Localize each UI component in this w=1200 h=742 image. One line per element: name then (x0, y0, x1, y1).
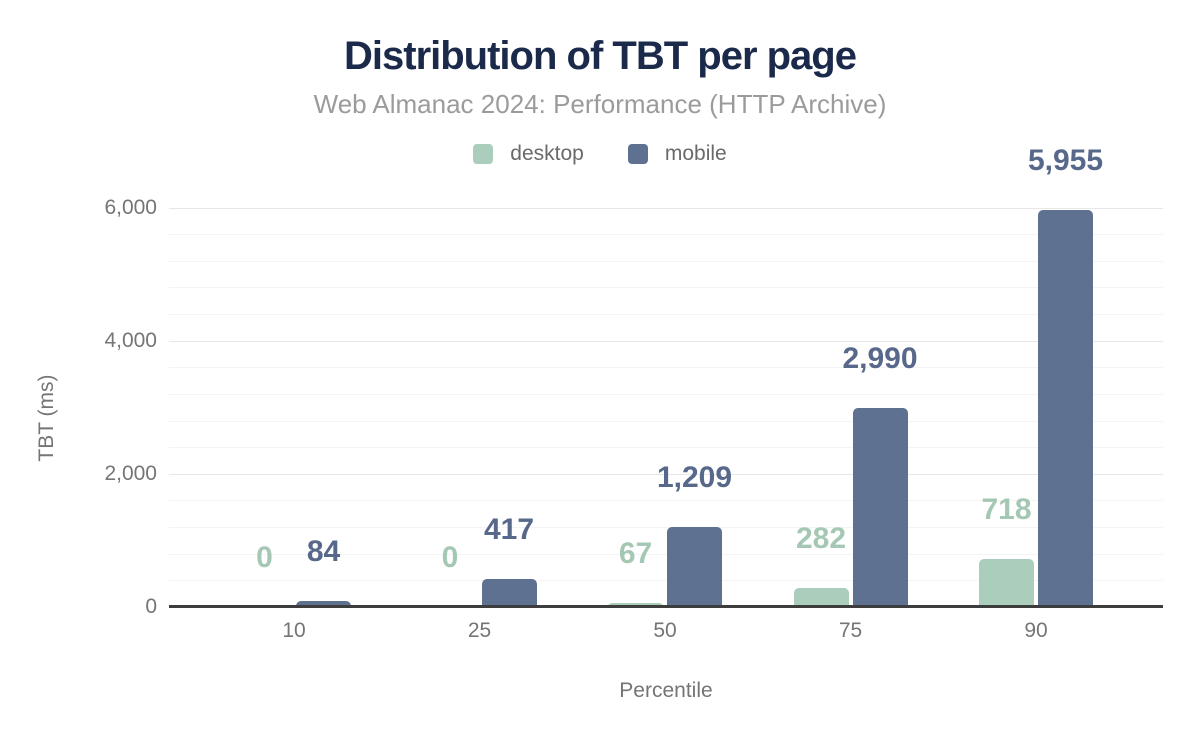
desktop-bar (979, 559, 1034, 607)
minor-gridline (169, 287, 1163, 289)
legend-label-mobile: mobile (664, 142, 727, 165)
y-tick-label: 0 (145, 595, 157, 618)
x-tick-label: 50 (653, 619, 677, 642)
minor-gridline (169, 367, 1163, 369)
desktop-value-label: 282 (795, 522, 847, 556)
chart-title: Distribution of TBT per page (344, 34, 857, 78)
minor-gridline (169, 420, 1163, 422)
mobile-value-label: 2,990 (842, 341, 918, 375)
mobile-bar (481, 579, 537, 607)
minor-gridline (169, 580, 1163, 582)
y-axis-title: TBT (ms) (35, 374, 58, 462)
mobile-value-label: 1,209 (656, 460, 733, 494)
minor-gridline (169, 447, 1163, 449)
minor-gridline (169, 234, 1163, 236)
desktop-bar (608, 602, 663, 607)
x-axis-line (169, 605, 1163, 608)
y-tick-label: 4,000 (104, 328, 157, 352)
mobile-bar (852, 407, 908, 607)
major-gridline (169, 207, 1163, 209)
mobile-legend-swatch (627, 144, 648, 164)
mobile-value-label: 417 (483, 513, 535, 547)
minor-gridline (169, 314, 1163, 316)
legend-item-mobile[interactable]: mobile (627, 142, 727, 166)
desktop-legend-swatch (473, 144, 494, 164)
desktop-bar (793, 588, 849, 607)
legend: desktop mobile (0, 142, 1200, 166)
desktop-value-label: 0 (256, 541, 273, 574)
y-tick-label: 2,000 (104, 461, 157, 485)
legend-label-desktop: desktop (510, 142, 584, 165)
mobile-bar (667, 526, 722, 607)
mobile-value-label: 84 (306, 535, 341, 569)
mobile-value-label: 5,955 (1027, 144, 1104, 178)
x-tick-label: 10 (282, 619, 306, 642)
x-tick-label: 90 (1024, 619, 1048, 642)
desktop-value-label: 0 (441, 541, 459, 574)
desktop-value-label: 67 (618, 536, 653, 570)
major-gridline (169, 340, 1163, 342)
minor-gridline (169, 553, 1163, 555)
mobile-bar (1038, 210, 1093, 607)
minor-gridline (169, 260, 1163, 262)
mobile-bar (296, 601, 351, 607)
y-tick-label: 6,000 (104, 195, 157, 219)
x-tick-label: 25 (467, 619, 492, 642)
x-tick-label: 75 (838, 619, 863, 642)
minor-gridline (169, 500, 1163, 502)
major-gridline (169, 473, 1163, 475)
legend-item-desktop[interactable]: desktop (473, 142, 584, 166)
desktop-value-label: 718 (981, 493, 1032, 527)
x-axis-title: Percentile (619, 679, 713, 702)
minor-gridline (169, 393, 1163, 395)
minor-gridline (169, 527, 1163, 529)
chart-subtitle: Web Almanac 2024: Performance (HTTP Arch… (313, 89, 887, 119)
